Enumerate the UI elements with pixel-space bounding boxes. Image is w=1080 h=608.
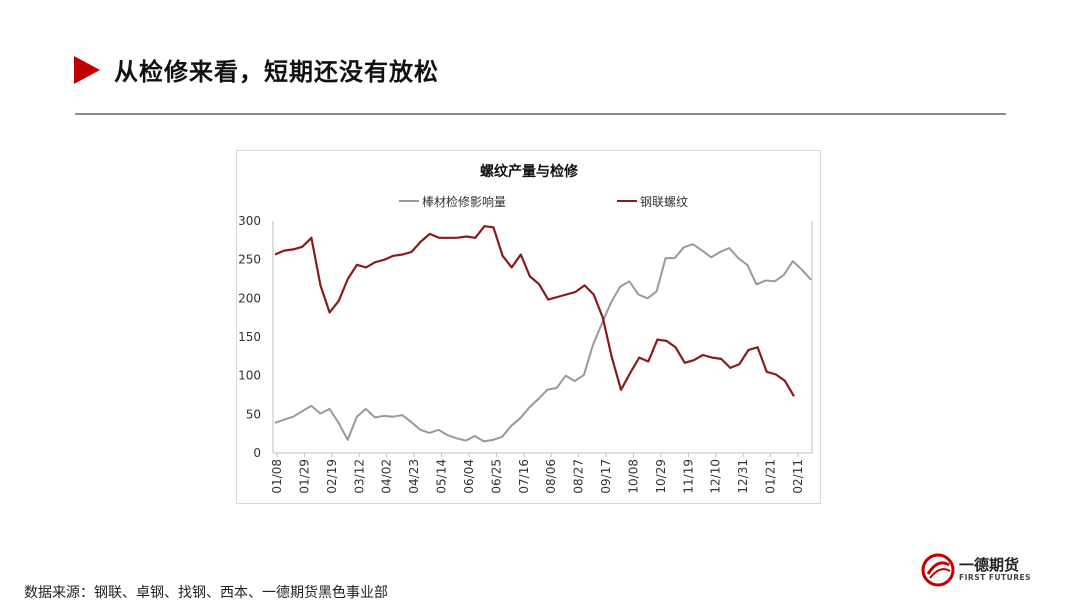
chart-legend: 棒材检修影响量 钢联螺纹 [399,194,688,209]
legend-label-rebar: 钢联螺纹 [640,195,688,209]
y-left-tick-label: 150 [238,330,261,344]
y-left-tick-label: 200 [238,291,261,305]
series-line-maintenance [274,243,812,443]
logo-mark-icon [921,553,955,587]
x-tick-label: 07/16 [517,459,531,494]
chart-axes: 0501001502002503002002202402602803003203… [238,214,813,494]
y-left-tick-label: 0 [253,446,261,460]
x-tick-label: 12/10 [709,459,723,494]
y-left-tick-label: 300 [238,214,261,228]
x-tick-label: 05/14 [435,459,449,494]
x-tick-label: 02/11 [791,459,805,494]
slide-title: 从检修来看，短期还没有放松 [114,58,439,86]
y-left-tick-label: 250 [238,253,261,267]
x-tick-label: 08/06 [544,459,558,494]
chart-title: 螺纹产量与检修 [480,163,579,180]
x-tick-label: 06/25 [489,459,503,494]
x-tick-label: 12/31 [736,459,750,494]
x-tick-label: 03/12 [352,459,366,494]
x-tick-label: 01/08 [270,459,284,494]
x-tick-label: 06/04 [462,459,476,494]
logo-english: FIRST FUTURES [959,573,1032,582]
x-tick-label: 10/08 [626,459,640,494]
chart-plot-area [274,225,812,443]
logo-name: 一德期货 [959,556,1020,574]
x-tick-label: 08/27 [572,459,586,494]
data-source-note: 数据来源：钢联、卓钢、找钢、西本、一德期货黑色事业部 [24,585,388,601]
x-tick-label: 04/23 [407,459,421,494]
title-divider [75,113,1006,115]
company-logo: 一德期货 FIRST FUTURES [921,551,1071,591]
x-tick-label: 10/29 [654,459,668,494]
title-marker-icon [74,56,100,84]
y-left-tick-label: 100 [238,369,261,383]
x-tick-label: 04/02 [380,459,394,494]
x-tick-label: 11/19 [681,459,695,494]
x-tick-label: 02/19 [325,459,339,494]
x-tick-label: 09/17 [599,459,613,494]
legend-label-maintenance: 棒材检修影响量 [422,194,506,209]
series-line-rebar [274,225,795,397]
x-tick-label: 01/21 [764,459,778,494]
x-tick-label: 01/29 [297,459,311,494]
y-left-tick-label: 50 [246,407,261,421]
